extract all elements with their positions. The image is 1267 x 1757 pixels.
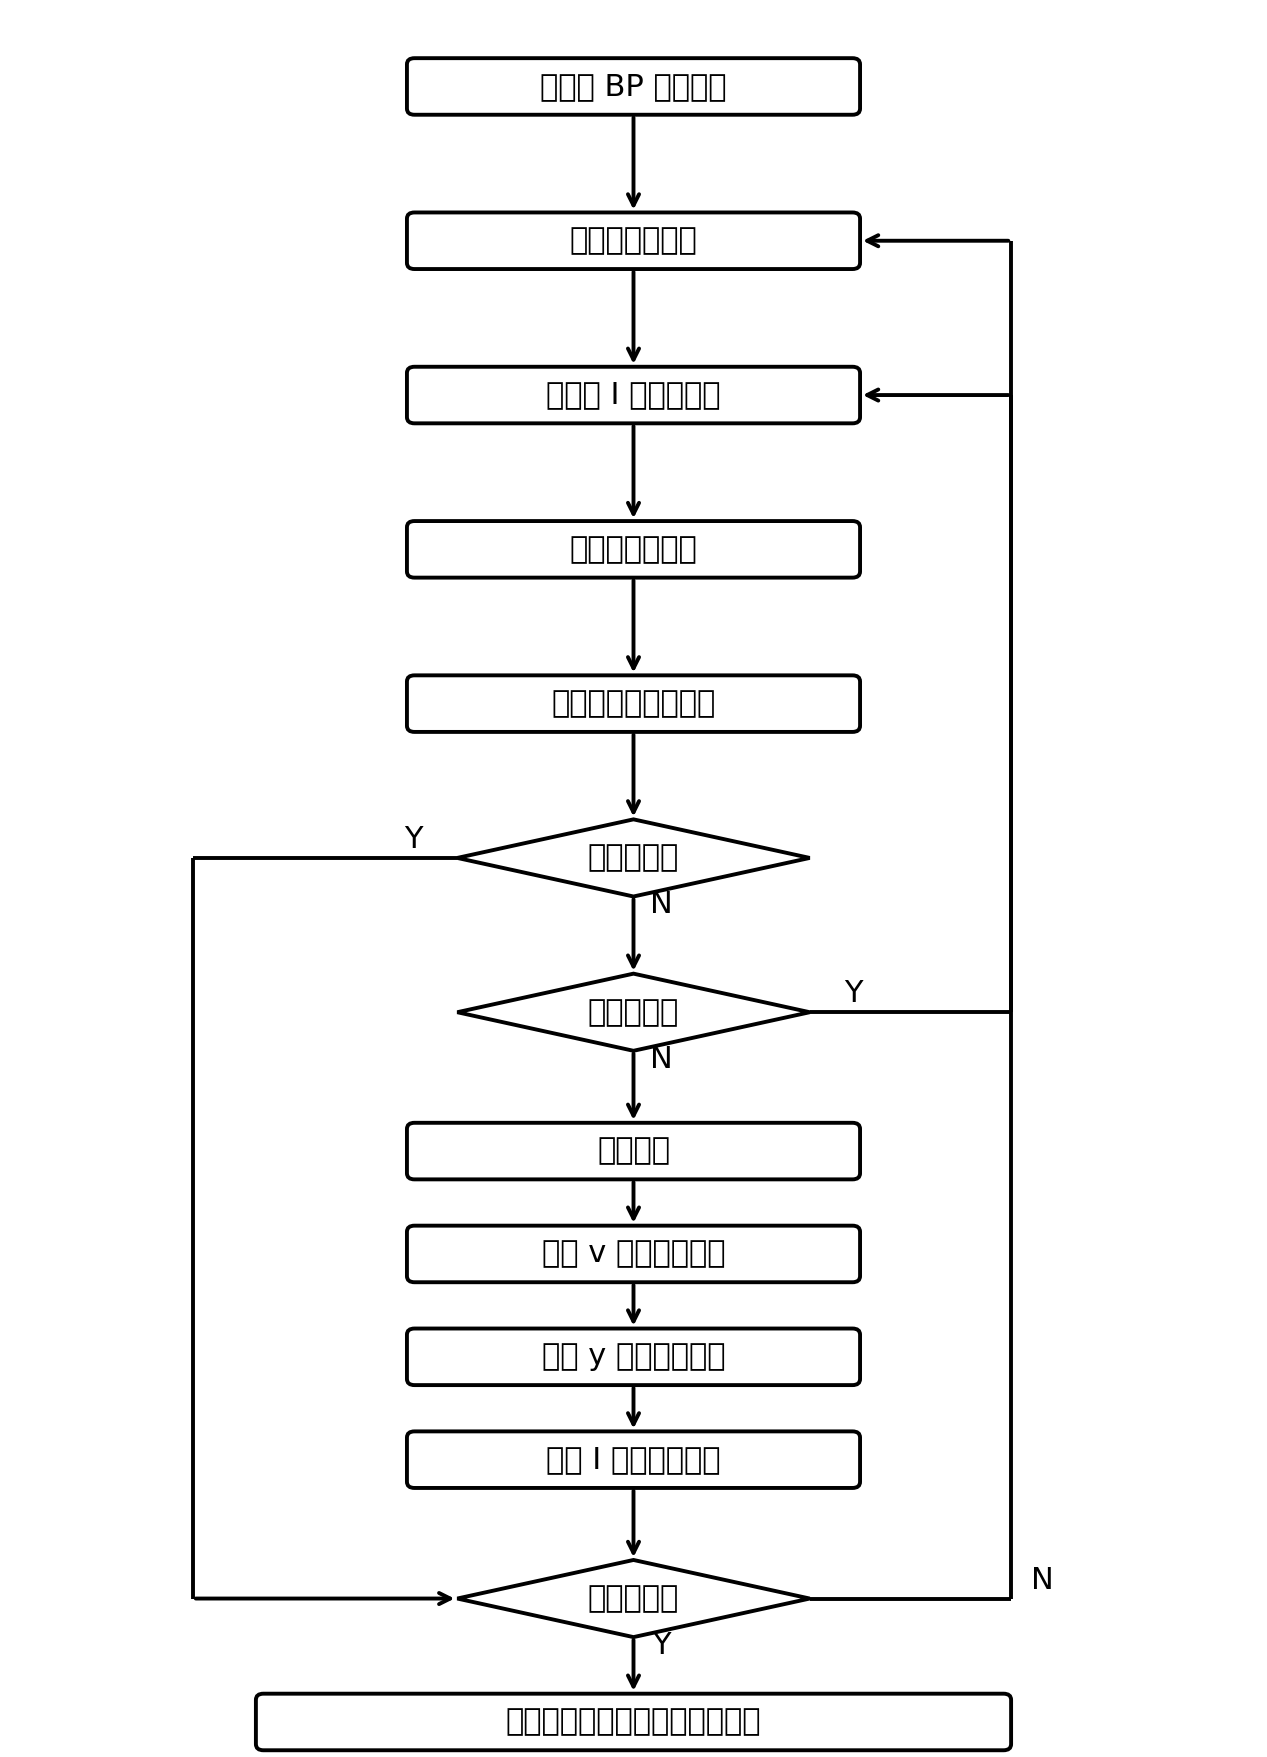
Polygon shape [457, 819, 810, 896]
FancyBboxPatch shape [407, 1432, 860, 1488]
FancyBboxPatch shape [407, 675, 860, 733]
Text: Y: Y [845, 979, 863, 1009]
Text: 修改 I 值和训练次数: 修改 I 值和训练次数 [546, 1446, 721, 1474]
Text: 正向计算预测值: 正向计算预测值 [570, 534, 697, 564]
Text: 是否发散？: 是否发散？ [588, 998, 679, 1026]
FancyBboxPatch shape [407, 367, 860, 423]
FancyBboxPatch shape [407, 522, 860, 578]
Text: 调整学习: 调整学习 [597, 1137, 670, 1165]
Text: 赋予权值初始值: 赋予权值初始值 [570, 227, 697, 255]
Text: 修改 v 层权值和阈值: 修改 v 层权值和阈值 [542, 1239, 725, 1269]
FancyBboxPatch shape [407, 58, 860, 114]
Polygon shape [457, 973, 810, 1051]
FancyBboxPatch shape [407, 1123, 860, 1179]
FancyBboxPatch shape [407, 1226, 860, 1283]
Polygon shape [457, 1560, 810, 1638]
Text: N: N [650, 1044, 673, 1074]
FancyBboxPatch shape [407, 213, 860, 269]
Text: Y: Y [404, 826, 422, 854]
Text: 载入第 I 个训练样本: 载入第 I 个训练样本 [546, 381, 721, 409]
Text: 精度达标？: 精度达标？ [588, 843, 679, 873]
Text: 根据历史计算总误差: 根据历史计算总误差 [551, 689, 716, 719]
Text: N: N [1031, 1565, 1054, 1595]
FancyBboxPatch shape [407, 1328, 860, 1385]
Text: N: N [650, 891, 673, 919]
Text: 记录权、阈值，预测计算用电量: 记录权、阈值，预测计算用电量 [506, 1708, 761, 1736]
Text: 初始化 BP 神经网络: 初始化 BP 神经网络 [540, 72, 727, 100]
Text: 训练结束？: 训练结束？ [588, 1585, 679, 1613]
Text: Y: Y [653, 1630, 670, 1660]
FancyBboxPatch shape [256, 1694, 1011, 1750]
Text: 修改 y 层权值和阈值: 修改 y 层权值和阈值 [542, 1342, 725, 1370]
